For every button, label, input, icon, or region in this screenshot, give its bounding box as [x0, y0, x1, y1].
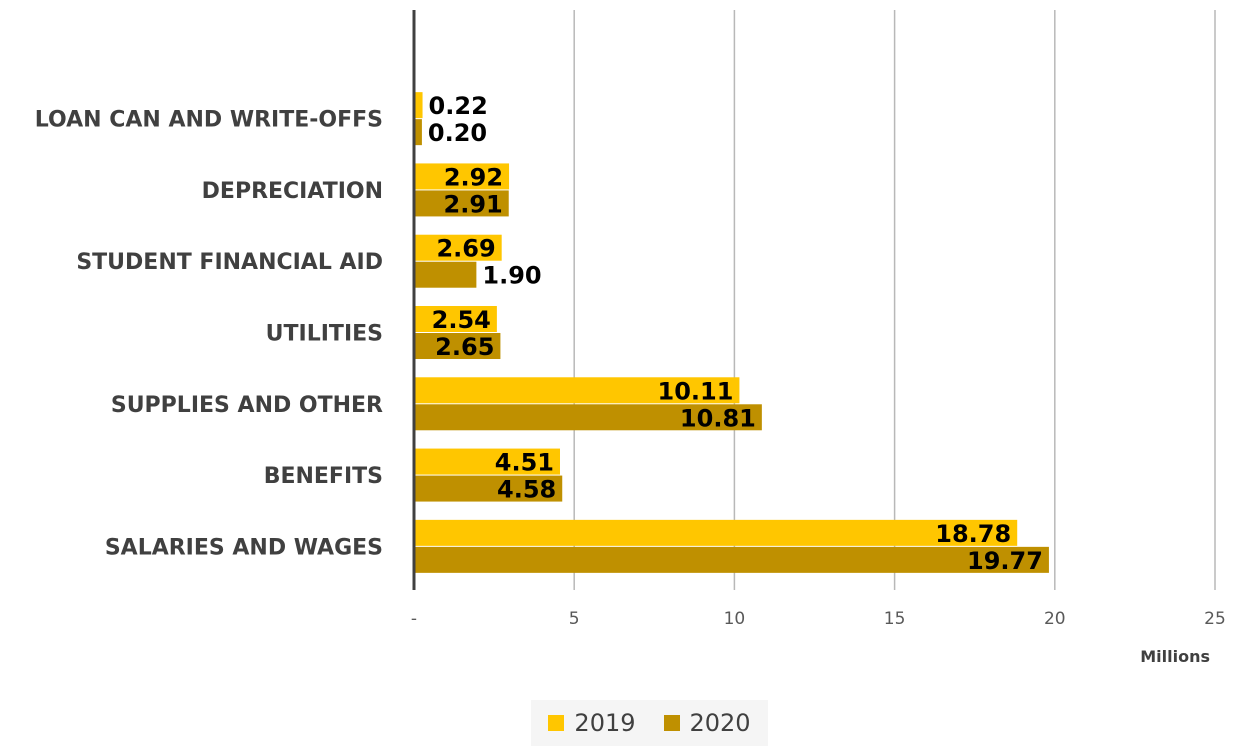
category-label: SUPPLIES AND OTHER: [111, 393, 383, 418]
bar-2019: [415, 234, 502, 261]
data-label-2019: 10.11: [658, 377, 734, 405]
legend-item-2020: 2020: [663, 709, 751, 737]
x-tick-label: 5: [569, 609, 580, 629]
category-label: LOAN CAN AND WRITE-OFFS: [35, 108, 383, 133]
category-label: BENEFITS: [264, 464, 383, 489]
legend-swatch-2019: [548, 715, 565, 731]
data-label-2020: 0.20: [428, 119, 487, 147]
data-label-2020: 1.90: [482, 262, 541, 290]
x-tick-label: 10: [724, 609, 746, 629]
data-label-2019: 2.92: [444, 163, 503, 191]
x-tick-label: 15: [884, 609, 906, 629]
category-label: SALARIES AND WAGES: [105, 535, 383, 560]
category-label: STUDENT FINANCIAL AID: [76, 250, 383, 275]
legend: 2019 2020: [531, 700, 768, 746]
data-label-2019: 18.78: [935, 520, 1011, 548]
gridlines: [573, 10, 1216, 590]
data-label-2020: 10.81: [680, 404, 756, 432]
legend-label-2020: 2020: [689, 709, 751, 737]
data-label-2019: 0.22: [429, 92, 488, 120]
bar-2019: [415, 448, 561, 475]
x-tick-label: 20: [1044, 609, 1066, 629]
bar-2019: [415, 519, 1018, 546]
bars: 0.220.20 2.922.91 2.691.90 2.542.65 10.1110.…: [415, 92, 1049, 575]
data-label-2020: 2.65: [435, 333, 494, 361]
category-label: UTILITIES: [266, 322, 383, 347]
bar-2020: [415, 261, 477, 288]
data-label-2020: 2.91: [444, 190, 503, 218]
legend-swatch-2020: [663, 715, 680, 731]
bar-2019: [415, 306, 497, 332]
legend-label-2019: 2019: [574, 709, 636, 737]
data-label-2019: 2.69: [436, 235, 495, 263]
data-label-2020: 4.58: [497, 476, 556, 504]
bar-2019: [415, 92, 423, 119]
data-label-2019: 4.51: [495, 449, 554, 477]
bar-2020: [415, 475, 563, 502]
bar-2020: [415, 546, 1049, 573]
bar-2020: [415, 404, 762, 431]
x-tick-label: 25: [1204, 609, 1226, 629]
data-label-2019: 2.54: [432, 306, 491, 334]
x-tick-label: -: [411, 609, 417, 629]
category-label: DEPRECIATION: [202, 179, 383, 204]
bar-2019: [415, 163, 510, 190]
bar-2019: [415, 377, 740, 404]
bar-2020: [415, 119, 422, 146]
legend-item-2019: 2019: [548, 709, 636, 737]
data-label-2020: 19.77: [967, 547, 1043, 575]
category-labels: LOAN CAN AND WRITE-OFFS DEPRECIATION STUDE…: [35, 108, 383, 561]
bar-2020: [415, 190, 509, 217]
x-axis-unit: Millions: [1140, 647, 1210, 666]
x-axis-ticks: - 5 10 15 20 25: [411, 609, 1226, 629]
bar-2020: [415, 333, 501, 359]
